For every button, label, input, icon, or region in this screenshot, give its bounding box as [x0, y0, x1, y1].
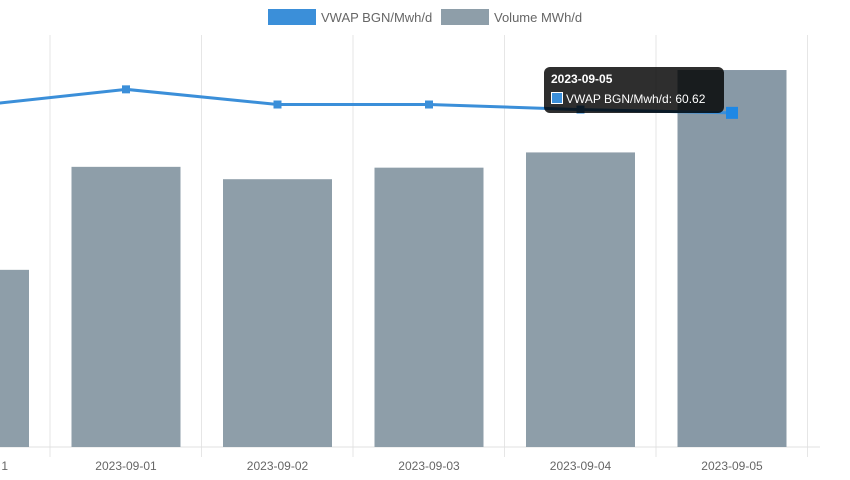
tooltip-swatch: [551, 92, 563, 104]
tooltip-title: 2023-09-05: [551, 72, 613, 86]
x-tick-label: 2023-09-05: [701, 459, 763, 473]
volume-bar[interactable]: [0, 269, 29, 447]
legend-swatch-vwap[interactable]: [268, 9, 316, 25]
x-tick-label: 2023-09-02: [247, 459, 309, 473]
legend-label-volume[interactable]: Volume MWh/d: [494, 10, 582, 25]
tooltip: 2023-09-05 VWAP BGN/Mwh/d: 60.62: [544, 67, 724, 113]
legend[interactable]: VWAP BGN/Mwh/d Volume MWh/d: [268, 9, 582, 25]
volume-bars: [0, 70, 787, 448]
x-tick-label: 2023-09-04: [550, 459, 612, 473]
volume-bar[interactable]: [223, 179, 332, 447]
vwap-point[interactable]: [273, 100, 282, 109]
volume-bar[interactable]: [71, 166, 181, 447]
volume-bar[interactable]: [677, 70, 787, 448]
volume-bar[interactable]: [526, 152, 635, 448]
legend-swatch-volume[interactable]: [441, 9, 489, 25]
vwap-point[interactable]: [726, 106, 738, 119]
x-tick-label: 2023-09-03: [398, 459, 460, 473]
x-tick-labels: 1 2023-09-01 2023-09-02 2023-09-03 2023-09-0…: [1, 459, 763, 473]
vwap-point[interactable]: [425, 100, 433, 109]
volume-bar[interactable]: [374, 167, 484, 447]
tooltip-label: VWAP BGN/Mwh/d: 60.62: [566, 92, 706, 106]
x-tick-label: 2023-09-01: [95, 459, 157, 473]
vwap-point[interactable]: [122, 85, 130, 94]
legend-label-vwap[interactable]: VWAP BGN/Mwh/d: [321, 10, 432, 25]
x-tick-label: 1: [1, 459, 8, 473]
tooltip-body: VWAP BGN/Mwh/d: 60.62: [551, 92, 705, 106]
